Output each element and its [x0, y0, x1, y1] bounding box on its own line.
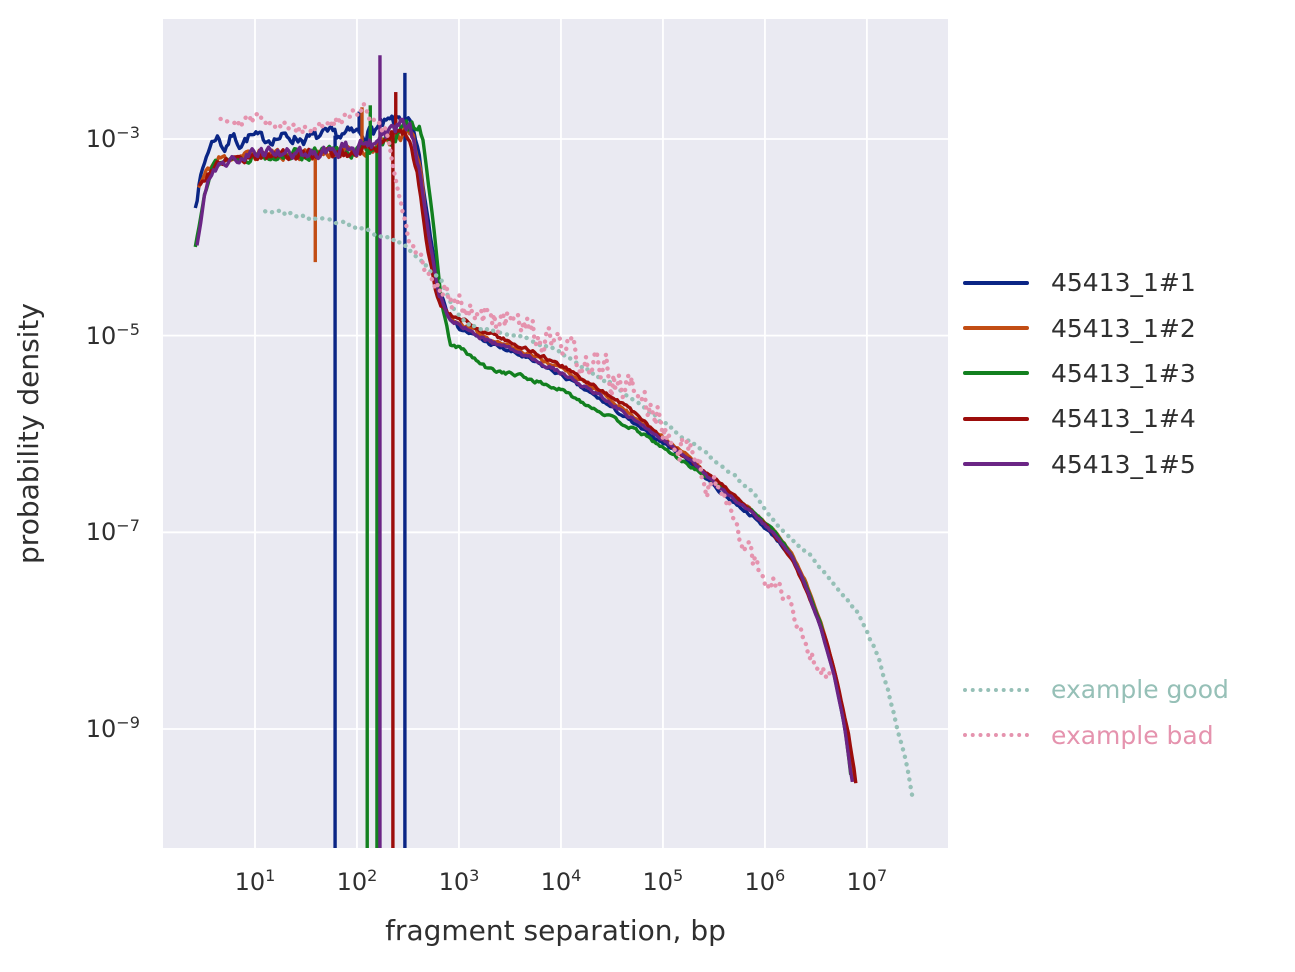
legend-label: 45413_1#5 — [1051, 449, 1196, 479]
y-tick-label: 10−3 — [85, 123, 140, 153]
x-tick-label: 107 — [846, 866, 888, 896]
legend-label: example bad — [1051, 720, 1214, 750]
legend-item: 45413_1#5 — [963, 442, 1196, 487]
legend-swatch-line — [963, 416, 1029, 421]
y-tick-label: 10−9 — [85, 713, 140, 743]
series-line-example-good — [263, 208, 916, 804]
x-tick-label: 102 — [336, 866, 378, 896]
y-tick-label: 10−5 — [85, 319, 140, 350]
legend-label: 45413_1#1 — [1051, 268, 1196, 298]
legend-samples: 45413_1#1 45413_1#2 45413_1#3 45413_1#4 … — [963, 260, 1196, 487]
x-tick-label: 105 — [642, 866, 684, 896]
legend-label: example good — [1051, 675, 1229, 705]
series-line-45413-1-5 — [195, 117, 855, 783]
legend-swatch-line — [963, 280, 1029, 285]
x-axis-label: fragment separation, bp — [385, 914, 726, 947]
legend-swatch-line — [963, 371, 1029, 376]
legend-label: 45413_1#3 — [1051, 358, 1196, 388]
legend-swatch-line — [963, 462, 1029, 467]
x-tick-label: 101 — [234, 866, 276, 896]
legend-item: 45413_1#1 — [963, 260, 1196, 305]
x-tick-label: 103 — [438, 866, 480, 896]
y-tick-label: 10−7 — [85, 516, 140, 547]
legend-examples: example good example bad — [963, 667, 1229, 758]
x-tick-label: 104 — [540, 866, 582, 896]
legend-item: example good — [963, 667, 1229, 712]
plot-background — [163, 19, 948, 848]
legend-swatch-line — [963, 326, 1029, 331]
series-line-example-bad — [218, 101, 833, 680]
legend-swatch-dotted-line — [963, 687, 1029, 692]
legend-swatch-dotted-line — [963, 733, 1029, 738]
legend-item: example bad — [963, 712, 1229, 757]
legend-item: 45413_1#2 — [963, 305, 1196, 350]
legend-item: 45413_1#4 — [963, 396, 1196, 441]
legend-label: 45413_1#4 — [1051, 404, 1196, 434]
legend-label: 45413_1#2 — [1051, 313, 1196, 343]
x-tick-label: 106 — [744, 866, 786, 896]
legend-item: 45413_1#3 — [963, 351, 1196, 396]
